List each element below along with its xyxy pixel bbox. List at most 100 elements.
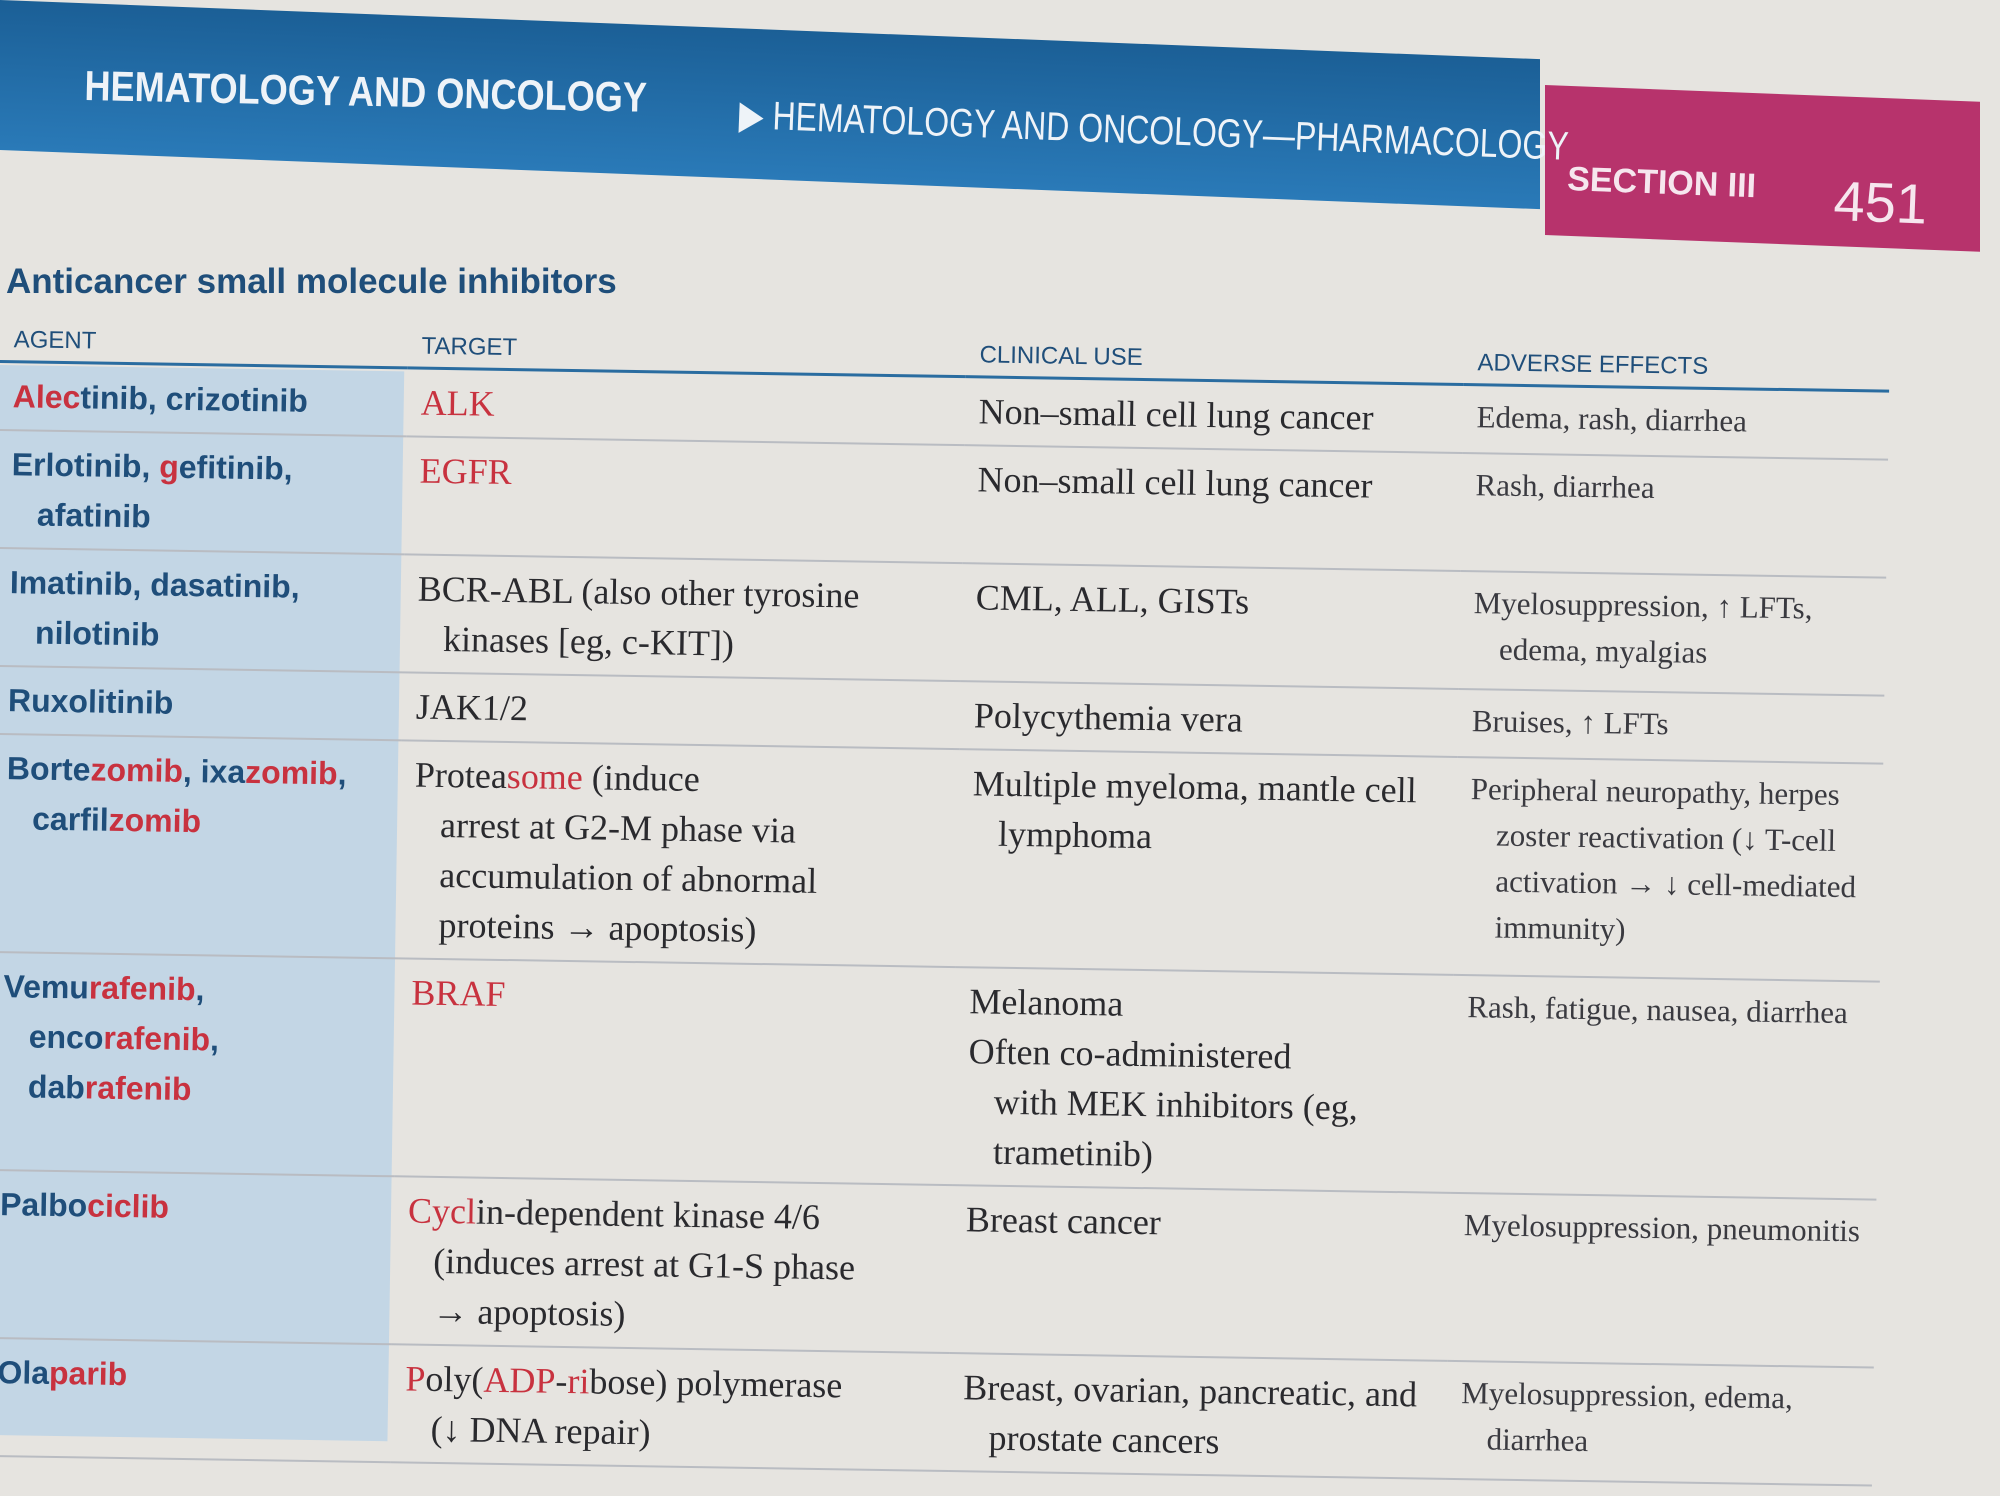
text-line: Vemurafenib, [3,961,384,1017]
adverse-line: Bruises, ↑ LFTs [1471,703,1669,742]
highlighted-text: EGFR [419,450,513,493]
text-segment: Erlotinib, [11,446,160,485]
adverse-line: Peripheral neuropathy, herpes [1470,771,1841,812]
text-line: JAK1/2 [416,682,947,740]
agent-cell: Vemurafenib, encorafenib, dabrafenib [0,951,399,1177]
text-line: accumulation of abnormal [413,850,944,908]
highlighted-text: zomib [108,801,202,840]
clinical-line: Often co-administered [968,1031,1292,1077]
clinical-use-cell: CML, ALL, GISTs [960,563,1461,689]
text-segment: arrest at G2-M phase via [439,804,797,851]
text-line: afatinib [11,489,392,545]
text-line: (↓ DNA repair) [404,1403,935,1461]
clinical-line: CML, ALL, GISTs [975,577,1250,622]
agent-cell: Erlotinib, gefitinib, afatinib [0,429,407,555]
highlighted-text: Alec [12,378,81,416]
text-segment: bose) polymerase [589,1361,843,1406]
triangle-right-icon: ▶ [738,92,774,139]
text-line: BRAF [411,968,942,1026]
text-line: Palbociclib [0,1179,380,1235]
clinical-use-cell: Non–small cell lung cancer [962,445,1463,571]
clinical-line: Breast cancer [965,1199,1162,1243]
adverse-line: Rash, diarrhea [1475,467,1655,506]
adverse-effects-cell: Myelosuppression, pneumonitis [1447,1192,1877,1368]
text-segment: (↓ DNA repair) [430,1408,651,1453]
text-line: Proteasome (induce [415,750,946,808]
highlighted-text: parib [48,1354,128,1393]
text-segment: kinases [eg, c-KIT]) [442,619,735,664]
highlighted-text: ALK [420,382,496,424]
col-agent: AGENT [0,320,408,368]
highlighted-text: P [405,1358,426,1399]
text-segment: Ruxolitinib [7,682,174,721]
text-line: Cyclin-dependent kinase 4/6 [408,1186,939,1244]
adverse-line: diarrhea [1486,1421,1589,1459]
agent-cell: Palbociclib [0,1169,395,1345]
highlighted-text: rafenib [103,1019,211,1058]
table-row: Vemurafenib, encorafenib, dabrafenib BRAF Me… [0,951,1880,1200]
text-segment: BCR-ABL (also other tyrosine [417,568,860,616]
text-line: Poly(ADP-ribose) polymerase [405,1354,936,1412]
text-line: encorafenib, [2,1011,383,1067]
text-segment: Imatinib, dasatinib, [9,564,300,605]
text-segment: oly( [425,1358,484,1400]
clinical-line: lymphoma [997,813,1153,857]
text-segment: , [209,1021,220,1058]
target-cell: ALK [406,367,966,446]
text-line: proteins → apoptosis) [412,900,943,958]
agent-cell: Imatinib, dasatinib, nilotinib [0,547,405,673]
adverse-line: immunity) [1494,909,1626,947]
clinical-line: prostate cancers [988,1417,1220,1462]
text-segment: (induces arrest at G1-S phase [432,1240,856,1288]
text-segment: Borte [6,750,91,788]
text-line: Olaparib [0,1347,378,1403]
agent-cell: Ruxolitinib [0,665,403,741]
target-cell: Cyclin-dependent kinase 4/6 (induces arre… [391,1176,953,1354]
text-segment: proteins → apoptosis) [438,904,757,950]
clinical-use-cell: Multiple myeloma, mantle cell lymphoma [955,749,1458,975]
clinical-line: trametinib) [992,1131,1154,1175]
clinical-line: Non–small cell lung cancer [978,391,1374,438]
text-segment: afatinib [36,496,151,535]
adverse-line: edema, myalgias [1498,631,1708,670]
text-segment: enco [28,1018,104,1056]
text-line: nilotinib [9,607,390,663]
col-adverse-effects: ADVERSE EFFECTS [1463,342,1890,392]
highlighted-text: ciclib [86,1187,170,1225]
highlighted-text: rafenib [88,969,196,1008]
text-segment: Vemu [3,968,90,1006]
clinical-line: Polycythemia vera [973,695,1244,740]
adverse-line: Myelosuppression, pneumonitis [1463,1207,1861,1249]
adverse-effects-cell: Rash, fatigue, nausea, diarrhea [1450,974,1880,1200]
clinical-line: Melanoma [969,981,1124,1024]
text-line: BCR-ABL (also other tyrosine [417,564,948,622]
highlighted-text: BRAF [411,972,506,1015]
adverse-effects-cell: Myelosuppression, ↑ LFTs, edema, myalgias [1458,570,1887,696]
text-segment: , ixa [182,752,246,790]
text-segment: , [195,971,205,1008]
adverse-line: Myelosuppression, ↑ LFTs, [1473,585,1813,626]
text-segment: Protea [414,754,508,797]
highlighted-text: some [506,756,584,798]
target-cell: Poly(ADP-ribose) polymerase (↓ DNA repair… [390,1344,950,1472]
text-line: dabrafenib [2,1061,383,1117]
text-line: EGFR [419,446,950,504]
agent-cell: Alectinib, crizotinib [0,361,408,437]
highlighted-text: zomib [90,751,184,789]
text-segment: (induce [582,757,701,800]
clinical-use-cell: Breast cancer [949,1185,1451,1361]
text-line: Erlotinib, gefitinib, [11,439,392,495]
text-segment: dab [27,1068,86,1106]
adverse-effects-cell: Myelosuppression, edema, diarrhea [1445,1360,1874,1486]
clinical-use-cell: Polycythemia vera [959,681,1459,757]
text-line: ALK [420,378,951,436]
text-segment: , [337,755,347,792]
adverse-line: activation → ↓ cell-mediated [1495,863,1857,905]
text-segment: Palbo [0,1186,88,1224]
clinical-line: with MEK inhibitors (eg, [993,1081,1359,1128]
text-line: kinases [eg, c-KIT]) [417,614,948,672]
text-segment: Ola [0,1354,50,1391]
text-segment: in-dependent kinase 4/6 [475,1191,821,1237]
adverse-line: Edema, rash, diarrhea [1476,399,1748,439]
clinical-line: Non–small cell lung cancer [977,459,1373,506]
